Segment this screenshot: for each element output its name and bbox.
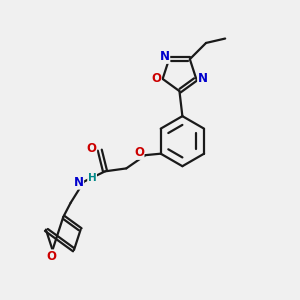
Text: H: H: [88, 173, 97, 183]
Text: N: N: [74, 176, 84, 189]
Text: N: N: [160, 50, 170, 63]
Text: N: N: [198, 72, 208, 86]
Text: O: O: [151, 72, 161, 86]
Text: O: O: [86, 142, 97, 155]
Text: O: O: [134, 146, 144, 159]
Text: O: O: [46, 250, 56, 263]
